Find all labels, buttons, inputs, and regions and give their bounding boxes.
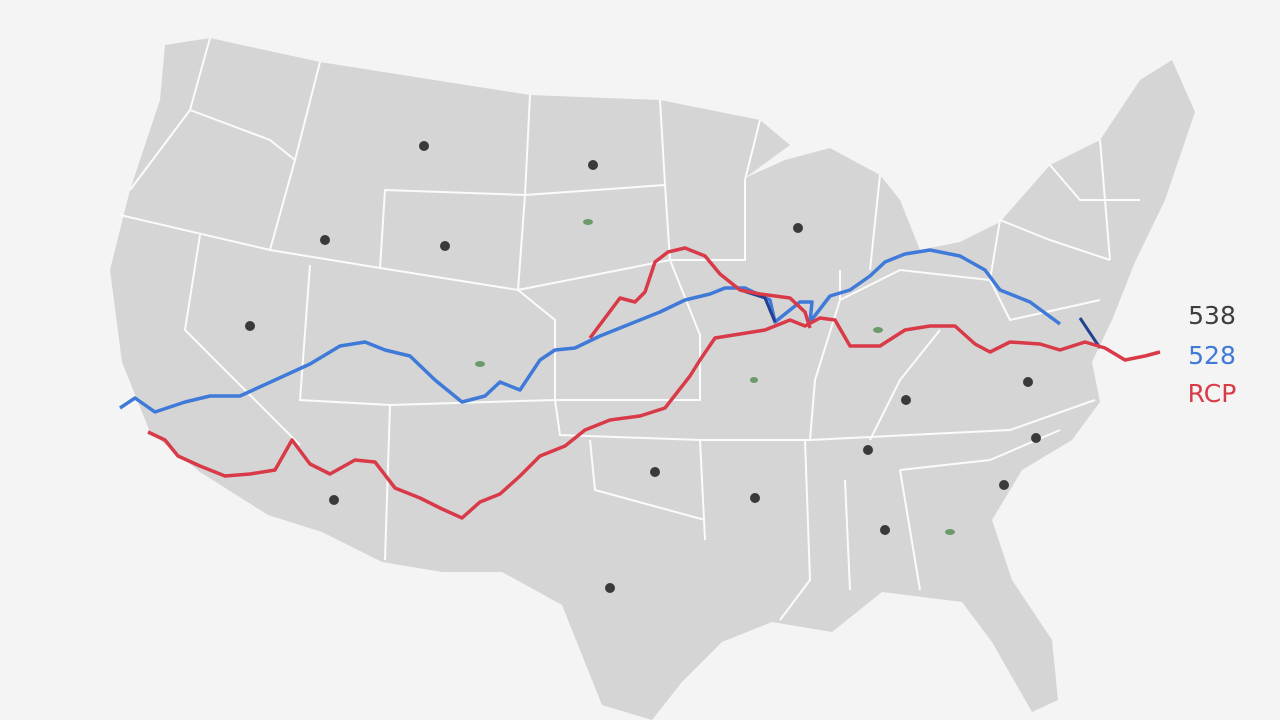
state-borders	[119, 37, 1140, 621]
red-trend-line	[147, 316, 1161, 520]
red-northern-arc	[588, 246, 812, 340]
blue-trend-line	[119, 248, 1062, 414]
legend-label: 538	[1188, 301, 1236, 330]
legend-label: 528	[1188, 341, 1236, 370]
legend-label: RCP	[1188, 379, 1237, 408]
state-markers	[245, 141, 1041, 593]
us-outline	[110, 38, 1195, 720]
legend: 538 528 RCP	[1188, 301, 1237, 408]
